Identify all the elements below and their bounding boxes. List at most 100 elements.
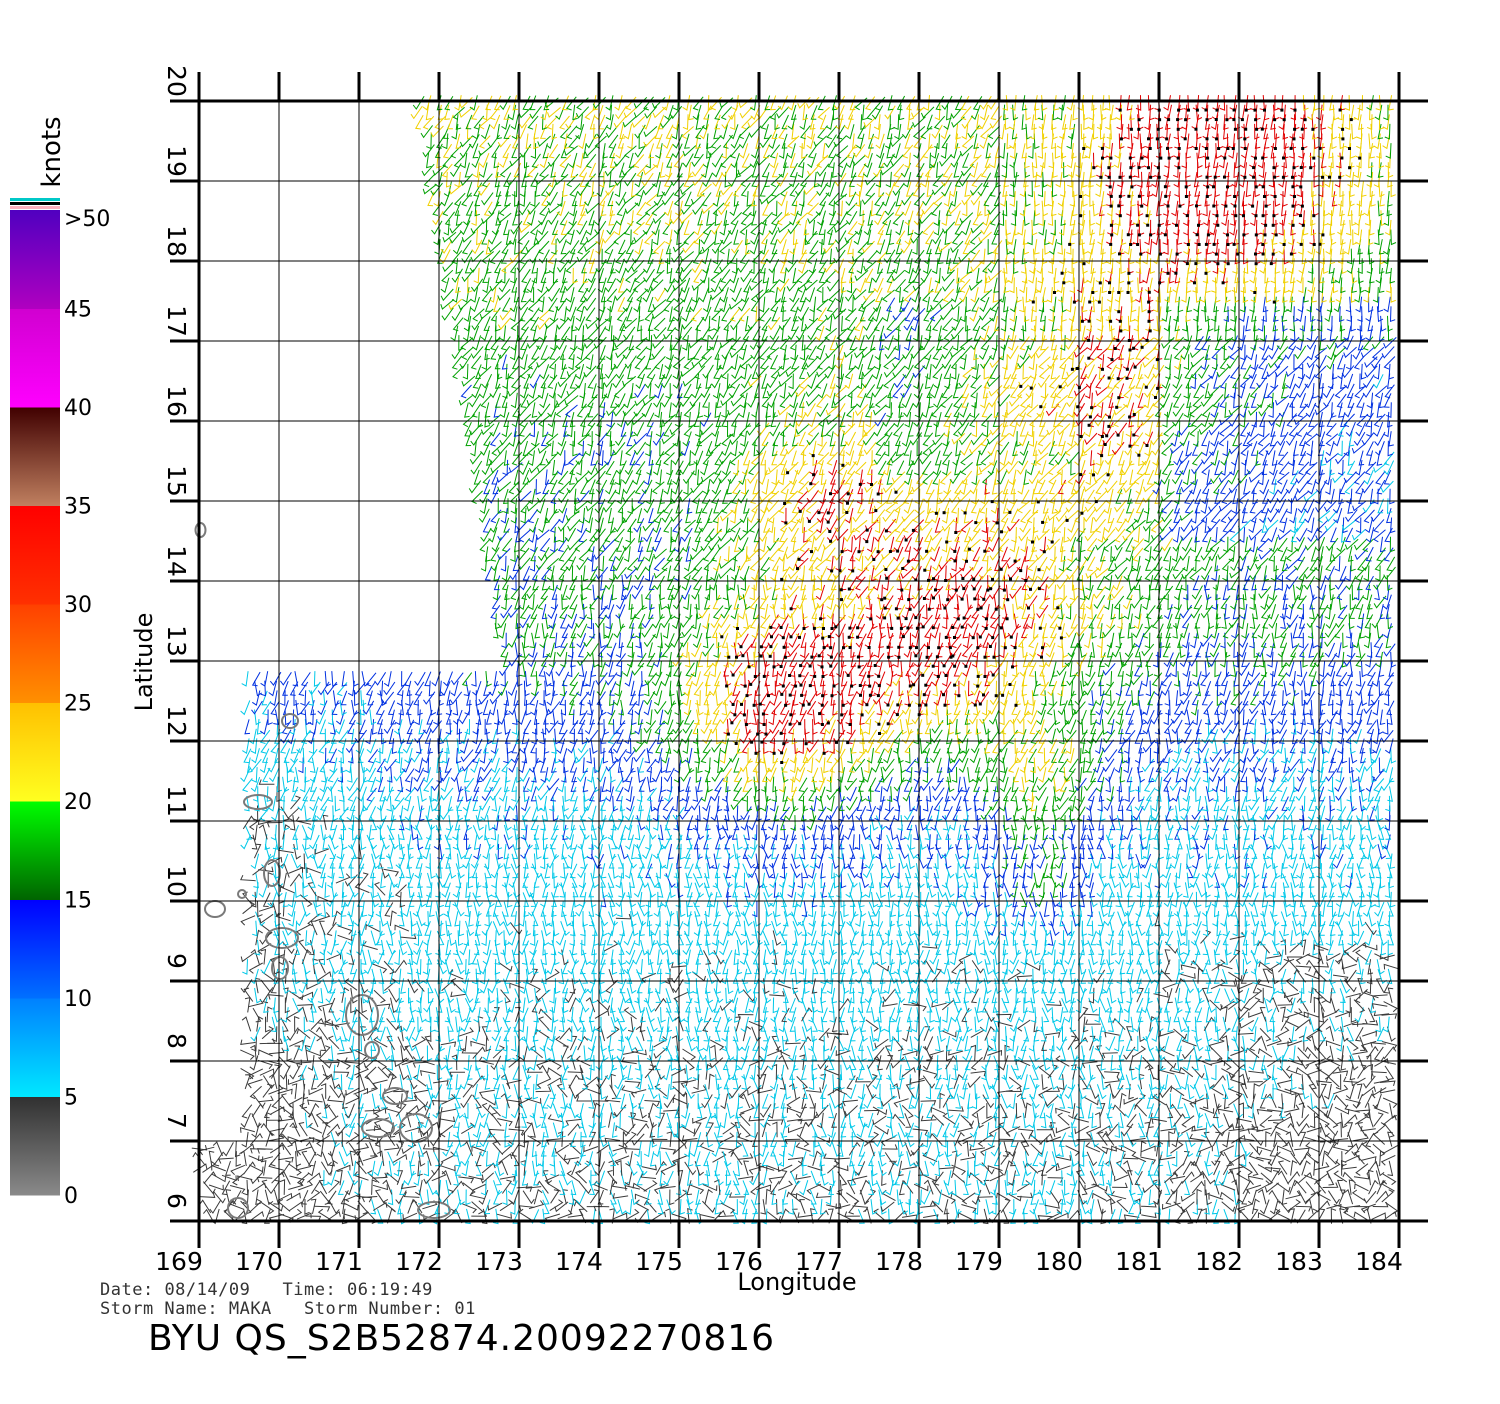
wind-vector xyxy=(354,883,370,894)
wind-vector xyxy=(751,1093,758,1109)
wind-vector xyxy=(327,872,335,889)
wind-vector xyxy=(1293,969,1306,983)
wind-vector xyxy=(750,1122,756,1139)
wind-vector xyxy=(400,933,417,940)
wind-vector xyxy=(873,1132,885,1148)
wind-vector xyxy=(1263,1064,1270,1080)
wind-vector xyxy=(1221,1084,1229,1099)
wind-vector xyxy=(761,1151,770,1167)
wind-vector xyxy=(1316,1200,1330,1213)
wind-vector xyxy=(933,1171,944,1186)
wind-vector xyxy=(1325,930,1332,947)
wind-vector xyxy=(991,911,997,927)
wind-vector xyxy=(647,1102,658,1118)
wind-vector xyxy=(312,949,319,966)
wind-vector xyxy=(322,834,329,850)
wind-vector xyxy=(229,1185,246,1194)
wind-vector xyxy=(1375,1190,1389,1203)
wind-vector xyxy=(781,920,788,936)
wind-vector xyxy=(369,1007,375,1023)
wind-vector xyxy=(1221,1035,1229,1051)
wind-vector xyxy=(520,1151,528,1167)
wind-vector xyxy=(1252,1083,1260,1099)
wind-vector xyxy=(585,1064,592,1081)
wind-vector xyxy=(296,924,311,936)
wind-vector xyxy=(888,1026,895,1043)
wind-vector xyxy=(1306,1126,1322,1133)
wind-vector xyxy=(666,1199,676,1215)
wind-vector xyxy=(1033,1179,1039,1196)
wind-vector xyxy=(1290,1160,1298,1176)
wind-vector xyxy=(481,1026,489,1041)
wind-vector xyxy=(1276,1133,1289,1148)
wind-vector xyxy=(1028,997,1035,1014)
wind-vector xyxy=(212,1190,226,1204)
wind-vector xyxy=(1315,1179,1326,1194)
wind-vector xyxy=(590,872,599,889)
wind-vector xyxy=(211,1173,227,1183)
wind-vector xyxy=(496,834,503,850)
wind-vector xyxy=(544,1174,560,1185)
wind-vector xyxy=(494,1170,502,1186)
wind-vector xyxy=(1353,1150,1365,1165)
wind-vector xyxy=(1144,872,1153,889)
wind-vector xyxy=(1118,1112,1124,1129)
wind-vector xyxy=(1204,882,1211,899)
wind-vector xyxy=(326,1073,336,1090)
wind-vector xyxy=(739,1124,752,1138)
wind-vector xyxy=(902,1214,918,1220)
wind-vector xyxy=(525,987,534,1004)
wind-vector xyxy=(657,1189,664,1205)
wind-vector xyxy=(594,1151,602,1167)
wind-vector xyxy=(1383,1001,1398,1013)
wind-vector xyxy=(686,824,692,841)
wind-vector xyxy=(317,1208,332,1221)
wind-vector xyxy=(982,1094,995,1109)
wind-vector xyxy=(607,824,615,841)
wind-vector xyxy=(192,1151,205,1165)
wind-vector xyxy=(868,930,874,946)
wind-vector xyxy=(377,1150,385,1167)
wind-vector xyxy=(1236,1170,1251,1182)
wind-vector xyxy=(1242,1180,1254,1195)
wind-vector xyxy=(1244,911,1251,927)
wind-vector xyxy=(251,834,258,850)
wind-vector xyxy=(1278,958,1290,973)
wind-vector xyxy=(1087,901,1093,918)
wind-vector xyxy=(916,1199,924,1215)
wind-vector xyxy=(935,1035,941,1052)
wind-vector xyxy=(849,1026,857,1042)
wind-vector xyxy=(961,1204,977,1214)
wind-vector xyxy=(739,1093,751,1109)
wind-vector xyxy=(601,939,608,956)
wind-vector xyxy=(487,1104,501,1117)
wind-vector xyxy=(230,1190,242,1205)
wind-vector xyxy=(1333,1094,1347,1107)
wind-vector xyxy=(816,1112,824,1129)
wind-vector xyxy=(1011,1179,1017,1196)
wind-vector xyxy=(654,1083,668,1097)
wind-vector xyxy=(601,882,608,899)
wind-vector xyxy=(665,988,672,1004)
wind-vector xyxy=(914,920,922,937)
wind-vector xyxy=(794,1026,801,1043)
wind-vector xyxy=(522,1190,535,1205)
wind-vector xyxy=(705,911,712,927)
wind-vector xyxy=(1247,1128,1264,1134)
wind-vector xyxy=(394,872,403,889)
wind-vector xyxy=(734,930,746,946)
wind-vector xyxy=(846,1084,857,1100)
wind-vector xyxy=(1082,1141,1088,1158)
wind-vector xyxy=(343,1202,359,1211)
wind-vector xyxy=(1042,959,1049,975)
wind-vector xyxy=(1330,1207,1337,1224)
wind-vector xyxy=(1022,844,1029,860)
wind-vector xyxy=(353,1150,364,1166)
wind-vector xyxy=(963,1180,969,1196)
wind-vector xyxy=(971,1093,978,1110)
wind-vector xyxy=(951,891,960,908)
wind-vector xyxy=(317,1074,329,1088)
wind-vector xyxy=(482,872,489,889)
wind-vector xyxy=(603,988,613,1004)
wind-vector xyxy=(1327,1141,1336,1156)
